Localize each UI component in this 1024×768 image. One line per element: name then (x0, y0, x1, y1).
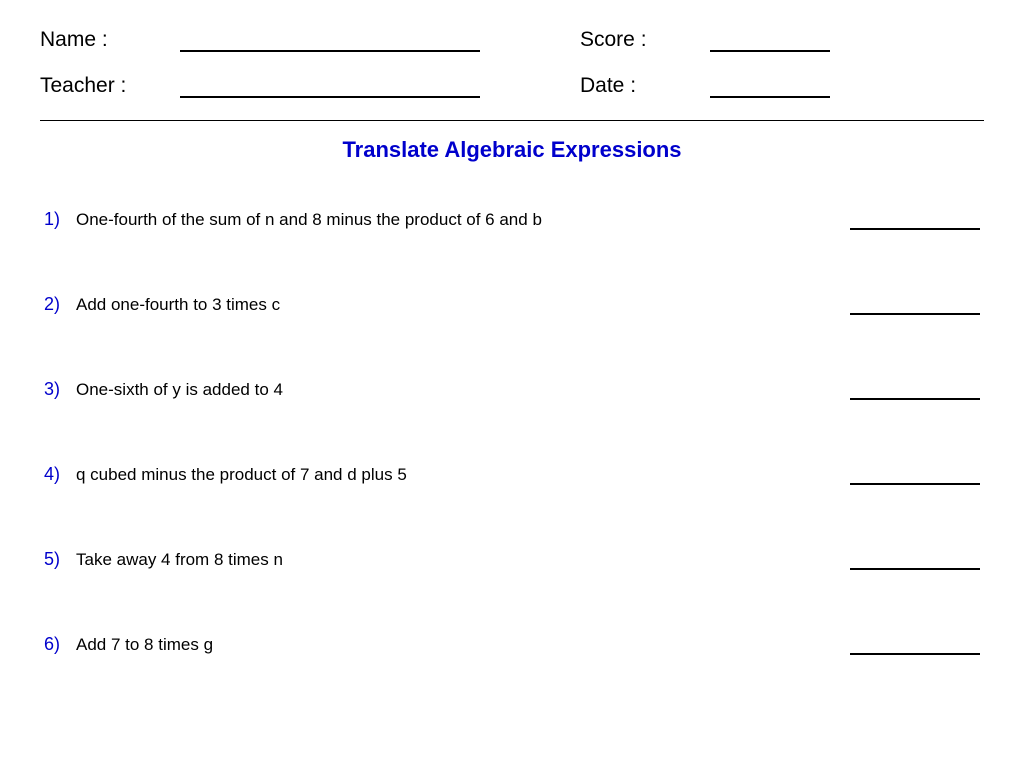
problem-text: One-sixth of y is added to 4 (76, 380, 850, 400)
worksheet-title: Translate Algebraic Expressions (40, 137, 984, 163)
teacher-blank[interactable] (180, 76, 480, 98)
problem-number: 4) (44, 464, 76, 485)
problem-row: 3) One-sixth of y is added to 4 (44, 379, 980, 400)
problem-text: q cubed minus the product of 7 and d plu… (76, 465, 850, 485)
problem-row: 4) q cubed minus the product of 7 and d … (44, 464, 980, 485)
problem-row: 1) One-fourth of the sum of n and 8 minu… (44, 209, 980, 230)
date-blank[interactable] (710, 76, 830, 98)
problem-text: Take away 4 from 8 times n (76, 550, 850, 570)
divider-line (40, 120, 984, 121)
problem-row: 5) Take away 4 from 8 times n (44, 549, 980, 570)
answer-blank[interactable] (850, 637, 980, 655)
problem-number: 5) (44, 549, 76, 570)
answer-blank[interactable] (850, 297, 980, 315)
problems-list: 1) One-fourth of the sum of n and 8 minu… (40, 209, 984, 655)
header-section: Name : Score : Teacher : Date : (40, 28, 984, 98)
header-row-1: Name : Score : (40, 28, 984, 52)
problem-text: Add 7 to 8 times g (76, 635, 850, 655)
teacher-label: Teacher : (40, 74, 180, 98)
name-blank[interactable] (180, 30, 480, 52)
problem-number: 3) (44, 379, 76, 400)
problem-number: 1) (44, 209, 76, 230)
answer-blank[interactable] (850, 552, 980, 570)
header-row-2: Teacher : Date : (40, 74, 984, 98)
problem-row: 6) Add 7 to 8 times g (44, 634, 980, 655)
problem-row: 2) Add one-fourth to 3 times c (44, 294, 980, 315)
problem-text: Add one-fourth to 3 times c (76, 295, 850, 315)
answer-blank[interactable] (850, 212, 980, 230)
answer-blank[interactable] (850, 382, 980, 400)
score-blank[interactable] (710, 30, 830, 52)
problem-number: 2) (44, 294, 76, 315)
worksheet-page: Name : Score : Teacher : Date : Translat… (0, 0, 1024, 655)
problem-text: One-fourth of the sum of n and 8 minus t… (76, 210, 850, 230)
name-label: Name : (40, 28, 180, 52)
date-label: Date : (580, 74, 710, 98)
answer-blank[interactable] (850, 467, 980, 485)
score-label: Score : (580, 28, 710, 52)
problem-number: 6) (44, 634, 76, 655)
